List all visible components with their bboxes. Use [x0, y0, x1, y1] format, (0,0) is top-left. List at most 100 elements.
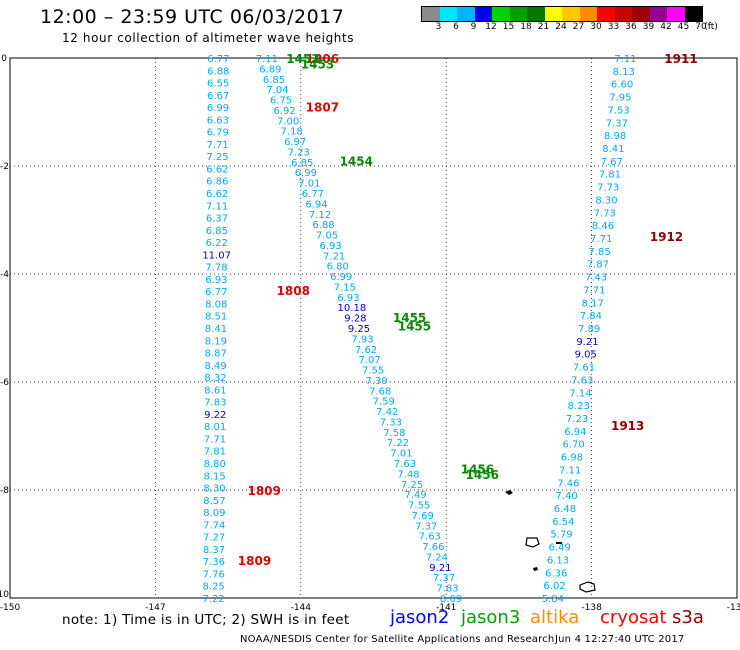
legend-swatch	[579, 7, 597, 21]
timestamp-text: Jun 4 12:27:40 UTC 2017	[555, 634, 685, 645]
wave-height-value: 7.89	[578, 324, 600, 335]
wave-height-value: 7.78	[205, 263, 227, 274]
legend-tick-label: 12	[485, 22, 497, 32]
wave-height-value: 8.01	[204, 422, 226, 433]
wave-height-value: 7.55	[408, 501, 430, 512]
island-shape	[579, 581, 596, 593]
map-frame	[9, 57, 738, 599]
satellite-label-s3a: s3a	[672, 607, 704, 628]
satellite-label-jason3: jason3	[461, 607, 521, 628]
wave-height-value: 7.69	[412, 511, 434, 522]
wave-height-value: 7.74	[203, 520, 225, 531]
wave-height-value: 6.99	[207, 103, 229, 114]
wave-height-value: 6.85	[263, 75, 285, 86]
wave-height-value: 7.27	[203, 533, 225, 544]
legend-tick-label: 6	[453, 22, 459, 32]
wave-height-value: 7.40	[556, 491, 578, 502]
pass-time-label: 1453	[301, 57, 334, 71]
footnote: note: 1) Time is in UTC; 2) SWH is in fe…	[62, 612, 350, 628]
color-scale-legend	[421, 6, 703, 22]
wave-height-value: 7.71	[207, 140, 229, 151]
wave-height-value: 7.71	[590, 234, 612, 245]
pass-time-label: 1455	[398, 319, 431, 333]
wave-height-value: 7.01	[298, 179, 320, 190]
legend-swatch	[562, 7, 580, 21]
wave-height-value: 6.80	[327, 262, 349, 273]
wave-height-value: 7.81	[204, 447, 226, 458]
wave-height-value: 7.36	[203, 557, 225, 568]
wave-height-value: 6.88	[312, 220, 334, 231]
wave-height-value: 7.11	[206, 201, 228, 212]
x-tick-label: -144	[291, 603, 312, 613]
wave-height-value: 7.37	[433, 573, 455, 584]
wave-height-value: 6.77	[205, 287, 227, 298]
wave-height-value: 6.67	[207, 91, 229, 102]
wave-height-value: 6.79	[207, 128, 229, 139]
wave-height-value: 6.63	[207, 115, 229, 126]
legend-swatch	[492, 7, 510, 21]
wave-height-value: 6.54	[552, 517, 574, 528]
color-scale-labels: 3 6 9 12 15 18 21 24 27 30 33 36 39 42 45 70 (ft)	[421, 22, 740, 34]
wave-height-value: 6.77	[302, 189, 324, 200]
wave-height-value: 7.11	[559, 465, 581, 476]
wave-height-value: 7.68	[369, 386, 391, 397]
legend-swatch	[614, 7, 632, 21]
wave-height-value: 5.84	[542, 594, 564, 605]
wave-height-value: 8.13	[613, 67, 635, 78]
wave-height-value: 8.51	[205, 312, 227, 323]
page-title: 12:00 – 23:59 UTC 06/03/2017	[40, 6, 345, 28]
legend-tick-label: 18	[520, 22, 532, 32]
wave-height-value: 6.85	[291, 158, 313, 169]
wave-height-value: 7.73	[594, 208, 616, 219]
wave-height-value: 6.77	[207, 54, 229, 65]
wave-height-value: 7.23	[288, 147, 310, 158]
wave-height-value: 7.87	[587, 260, 609, 271]
wave-height-value: 6.22	[206, 238, 228, 249]
wave-height-value: 11.07	[202, 250, 231, 261]
wave-height-value: 8.09	[203, 508, 225, 519]
legend-tick-label: 21	[537, 22, 550, 32]
wave-height-value: 7.83	[436, 584, 458, 595]
pass-time-label: 1809	[238, 554, 271, 568]
wave-height-value: 8.09	[440, 594, 462, 605]
wave-height-value: 8.41	[602, 144, 624, 155]
wave-height-value: 6.93	[337, 293, 359, 304]
legend-tick-label: 42	[660, 22, 672, 32]
legend-tick-label: 70	[695, 22, 707, 32]
legend-swatch	[684, 7, 702, 21]
wave-height-value: 6.75	[270, 96, 292, 107]
wave-height-value: 7.22	[202, 594, 224, 605]
pass-time-label: 1911	[664, 52, 697, 66]
legend-tick-label: 24	[555, 22, 567, 32]
wave-height-value: 7.81	[599, 170, 621, 181]
wave-height-value: 8.08	[205, 299, 227, 310]
wave-height-value: 7.42	[376, 407, 398, 418]
page-subtitle: 12 hour collection of altimeter wave hei…	[62, 31, 355, 45]
pass-time-label: 1453	[286, 52, 319, 66]
island-shape	[533, 567, 538, 571]
legend-tick-label: 45	[677, 22, 690, 32]
wave-height-value: 6.62	[206, 189, 228, 200]
legend-swatch	[422, 7, 440, 21]
y-tick-label: 0	[1, 54, 7, 64]
wave-height-value: 8.61	[204, 385, 226, 396]
wave-height-value: 7.23	[566, 414, 588, 425]
wave-height-value: 6.97	[284, 137, 306, 148]
island-shape	[525, 537, 540, 548]
wave-height-value: 7.67	[601, 157, 623, 168]
wave-height-value: 10.18	[338, 303, 367, 314]
wave-height-value: 7.24	[426, 552, 448, 563]
wave-height-value: 9.25	[348, 324, 370, 335]
wave-height-value: 8.80	[204, 459, 226, 470]
wave-height-value: 7.63	[419, 532, 441, 543]
pass-time-label: 1806	[306, 52, 339, 66]
wave-height-value: 6.48	[554, 504, 576, 515]
wave-height-value: 7.39	[366, 376, 388, 387]
x-tick-label: -141	[436, 603, 456, 613]
wave-height-value: 9.21	[576, 337, 598, 348]
wave-height-value: 7.95	[609, 93, 631, 104]
wave-height-value: 8.87	[205, 349, 227, 360]
wave-height-value: 7.66	[422, 542, 444, 553]
wave-height-value: 8.17	[582, 298, 604, 309]
